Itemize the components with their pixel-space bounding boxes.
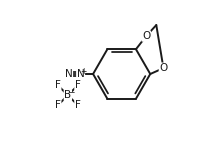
Text: F: F bbox=[75, 100, 81, 110]
Text: F: F bbox=[55, 100, 61, 110]
Text: N: N bbox=[77, 69, 85, 79]
Text: −: − bbox=[68, 88, 74, 97]
Text: O: O bbox=[142, 31, 150, 41]
Text: B: B bbox=[64, 90, 71, 100]
Text: +: + bbox=[81, 67, 87, 76]
Text: F: F bbox=[55, 80, 61, 90]
Text: O: O bbox=[159, 63, 168, 73]
Text: F: F bbox=[75, 80, 81, 90]
Text: N: N bbox=[65, 69, 73, 79]
